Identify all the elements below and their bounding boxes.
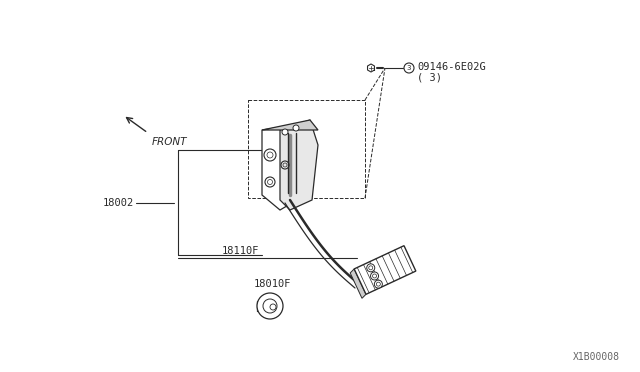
Text: FRONT: FRONT xyxy=(152,137,188,147)
Polygon shape xyxy=(280,120,318,210)
Text: 18110F: 18110F xyxy=(221,246,259,256)
Polygon shape xyxy=(354,246,416,294)
Polygon shape xyxy=(262,120,318,130)
Text: 3: 3 xyxy=(407,65,412,71)
Bar xyxy=(248,100,365,198)
Polygon shape xyxy=(262,125,300,210)
Polygon shape xyxy=(350,269,366,298)
Circle shape xyxy=(257,293,283,319)
Text: 09146-6E02G: 09146-6E02G xyxy=(417,62,486,72)
Circle shape xyxy=(371,272,378,280)
Text: ( 3): ( 3) xyxy=(417,72,442,82)
Circle shape xyxy=(293,125,299,131)
Text: X1B00008: X1B00008 xyxy=(573,352,620,362)
Circle shape xyxy=(282,129,288,135)
Circle shape xyxy=(374,280,382,288)
Text: 18010F: 18010F xyxy=(253,279,291,289)
Text: 18002: 18002 xyxy=(103,198,134,208)
Circle shape xyxy=(367,264,375,272)
